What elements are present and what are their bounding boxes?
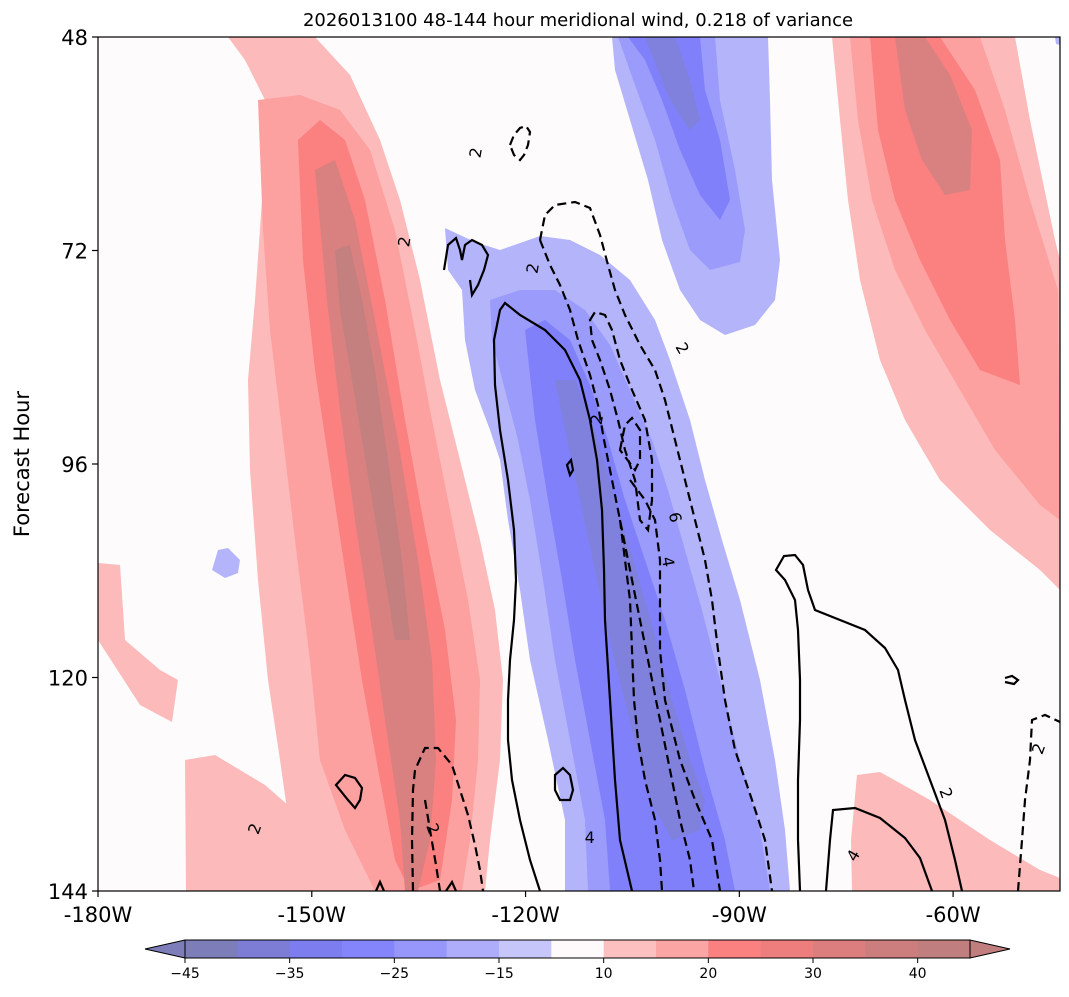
- cb-tick-label-6: 30: [804, 966, 822, 982]
- y-axis-label: Forecast Hour: [10, 391, 34, 537]
- cb-tick-label-0: −45: [170, 966, 200, 982]
- contour-dashed-9: [508, 124, 532, 162]
- x-tick-label-4: -60W: [926, 903, 981, 927]
- contour-dashed-10: [1016, 713, 1060, 891]
- contour-dashed-2: [538, 239, 696, 891]
- colorbar-bin-14: [917, 940, 971, 958]
- colorbar-frame: [184, 939, 971, 959]
- colorbar-bin-3: [342, 940, 395, 958]
- cb-tick-label-1: −35: [275, 966, 305, 982]
- y-tick-label-4: 144: [48, 880, 88, 904]
- contour-dashed-3: [588, 310, 654, 533]
- x-axis-ticks: -180W -150W -120W -90W -60W: [64, 891, 981, 927]
- contour-solid-small-d: [565, 457, 575, 478]
- colorbar-bins: [185, 940, 971, 958]
- contour-label-1: 2: [394, 235, 414, 248]
- x-tick-label-1: -150W: [278, 903, 347, 927]
- colorbar-bin-12: [813, 940, 866, 958]
- fill-neg-spot-top-right: [1055, 37, 1060, 45]
- contour-dashed-7: [410, 746, 485, 891]
- fill-pos3-east-ridge: [870, 37, 1020, 385]
- colorbar-under-arrow: [144, 939, 186, 959]
- y-axis-ticks: 48 72 96 120 144: [48, 26, 98, 904]
- colorbar-bin-10: [708, 940, 762, 958]
- contour-label-11: 4: [585, 828, 595, 847]
- y-tick-label-3: 120: [48, 667, 88, 691]
- contour-solid-edge-stub: [374, 879, 386, 891]
- x-tick-label-3: -90W: [712, 903, 767, 927]
- contour-solid-center: [492, 301, 634, 891]
- colorbar-bin-7: [551, 940, 605, 958]
- cb-tick-label-4: 10: [595, 966, 613, 982]
- fill-pos4-east-ridge: [895, 37, 972, 195]
- y-tick-label-1: 72: [61, 240, 88, 264]
- colorbar-over-arrow: [969, 939, 1011, 959]
- cb-tick-label-2: −25: [380, 966, 410, 982]
- fill-pos4-west-ridge: [315, 160, 436, 891]
- chart-title: 2026013100 48-144 hour meridional wind, …: [303, 10, 853, 31]
- contour-solid-small-e: [1004, 674, 1020, 686]
- contour-solid-east: [774, 553, 964, 891]
- colorbar-bin-11: [760, 940, 814, 958]
- contour-solid-small-a: [442, 236, 490, 299]
- colorbar-bin-8: [603, 940, 657, 958]
- y-tick-label-2: 96: [61, 453, 88, 477]
- contour-dashed-4: [618, 416, 642, 473]
- cb-tick-label-5: 20: [699, 966, 717, 982]
- contour-solid-tick-b: [445, 879, 458, 891]
- contour-lines: [334, 124, 1060, 891]
- contour-label-0: 2: [465, 146, 485, 159]
- x-tick-label-2: -120W: [491, 903, 560, 927]
- fill-neg-spot-west: [212, 548, 240, 578]
- colorbar-bin-0: [185, 940, 238, 958]
- contour-solid-small-b: [334, 773, 364, 810]
- fill-neg2-upper-trough: [618, 37, 745, 270]
- contour-solid-small-c: [553, 766, 575, 802]
- colorbar-bin-1: [237, 940, 291, 958]
- colorbar-bin-2: [289, 940, 343, 958]
- colorbar-bin-6: [499, 940, 552, 958]
- cb-tick-label-7: 40: [909, 966, 927, 982]
- dashed-contours: [410, 124, 1060, 891]
- fill-pos5-west-ridge: [335, 245, 410, 640]
- contour-dashed-8: [423, 799, 442, 891]
- y-tick-label-0: 48: [61, 26, 88, 50]
- fill-pos1-left-west: [98, 563, 178, 722]
- contour-solid-bottom-right: [824, 806, 934, 891]
- colorbar-bin-13: [865, 940, 919, 958]
- contour-label-6: 4: [658, 555, 678, 568]
- contour-label-4: 2: [587, 413, 607, 426]
- colorbar: −45 −35 −25 −15 10 20 30 40: [144, 939, 1011, 982]
- fill-pos1-bottom-right: [851, 772, 1060, 891]
- contour-label-2: 2: [522, 262, 542, 275]
- fill-neg3-upper-trough: [628, 37, 730, 220]
- colorbar-ticks: −45 −35 −25 −15 10 20 30 40: [170, 958, 927, 982]
- colorbar-bin-4: [394, 940, 448, 958]
- cb-tick-label-3: −15: [484, 966, 514, 982]
- fill-neg4-upper-trough: [645, 37, 700, 130]
- contour-label-5: 6: [665, 511, 685, 524]
- colorbar-bin-9: [656, 940, 709, 958]
- contour-dashed-1: [538, 200, 774, 891]
- colorbar-bin-5: [446, 940, 500, 958]
- x-tick-label-0: -180W: [64, 903, 133, 927]
- contour-dashed-6: [618, 519, 664, 891]
